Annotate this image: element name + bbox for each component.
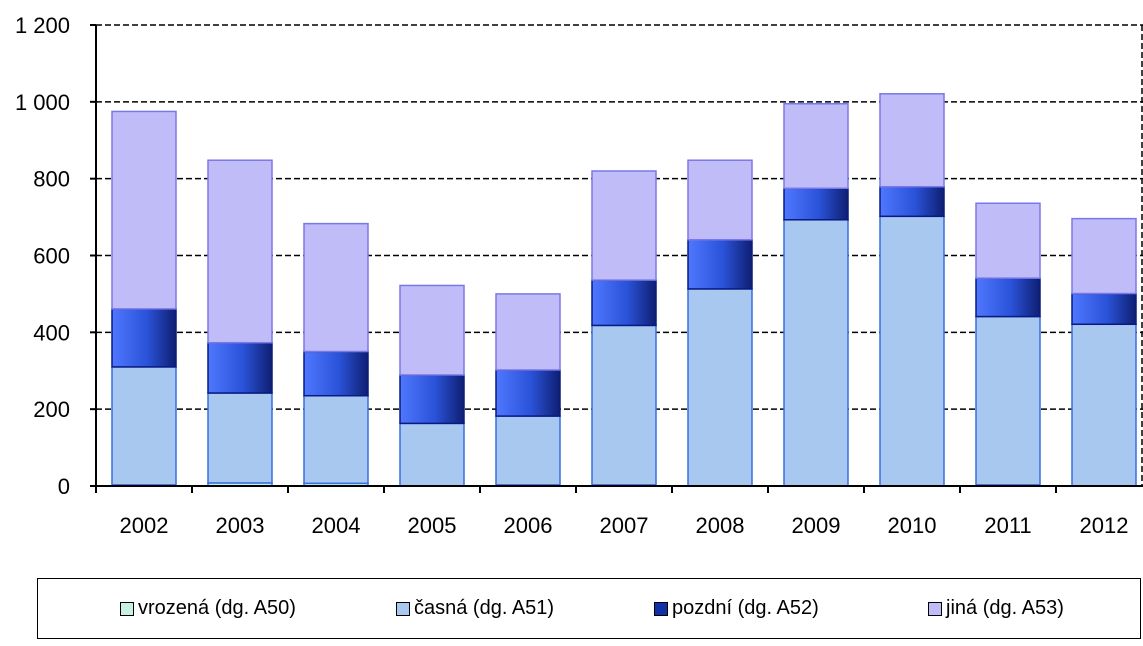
bar-segment-late [975, 277, 1041, 318]
legend-swatch-late [654, 601, 668, 616]
bar-segment-other [303, 222, 369, 353]
bar-segment-early [303, 394, 369, 485]
bar-segment-late [687, 238, 753, 290]
bar-segment-early [399, 422, 465, 487]
x-tick-label: 2005 [408, 513, 457, 538]
x-tick-label: 2003 [216, 513, 265, 538]
bar-segment-late [399, 374, 465, 425]
legend-label-late: pozdní (dg. A52) [672, 597, 819, 619]
y-tick-label: 200 [33, 397, 70, 422]
legend-item-early: časná (dg. A51) [396, 597, 554, 620]
bar-segment-early [975, 315, 1041, 486]
y-tick-label: 400 [33, 320, 70, 345]
legend-label-early: časná (dg. A51) [414, 597, 555, 619]
legend-item-other: jiná (dg. A53) [928, 597, 1064, 620]
y-tick-label: 600 [33, 244, 70, 269]
bar-segment-other [687, 159, 753, 241]
legend-swatch-congenital [120, 601, 134, 616]
x-tick-label: 2012 [1080, 513, 1129, 538]
y-tick-label: 1 000 [15, 90, 70, 115]
bar-segment-late [591, 279, 657, 327]
bar-segment-other [879, 93, 945, 188]
x-tick-label: 2007 [600, 513, 649, 538]
x-tick-label: 2010 [888, 513, 937, 538]
x-tick-label: 2002 [120, 513, 169, 538]
bar-segment-early [687, 288, 753, 487]
bar-segment-early [1071, 323, 1137, 487]
bar-segment-late [111, 308, 177, 368]
bar-segment-other [975, 202, 1041, 279]
bar-segment-early [111, 366, 177, 486]
legend-label-other: jiná (dg. A53) [946, 597, 1064, 619]
legend-item-congenital: vrozená (dg. A50) [120, 597, 296, 620]
bar-segment-early [591, 324, 657, 486]
bar-segment-other [207, 159, 273, 344]
legend-label-congenital: vrozená (dg. A50) [138, 597, 296, 619]
bar-segment-late [879, 185, 945, 218]
bar-segment-other [591, 170, 657, 281]
bar-segment-early [207, 392, 273, 484]
x-tick-label: 2011 [984, 513, 1031, 538]
bar-segment-late [303, 350, 369, 397]
legend-item-late: pozdní (dg. A52) [654, 597, 819, 620]
y-tick-label: 800 [33, 167, 70, 192]
y-tick-label: 0 [58, 474, 70, 499]
y-tick-label: 1 200 [15, 13, 70, 38]
bar-segment-late [495, 369, 561, 417]
legend: vrozená (dg. A50) časná (dg. A51) pozdní… [37, 578, 1141, 639]
bar-segment-other [783, 103, 849, 190]
x-tick-label: 2006 [504, 513, 553, 538]
bar-segment-other [399, 284, 465, 376]
bar-segment-other [1071, 217, 1137, 295]
x-tick-label: 2004 [312, 513, 361, 538]
bar-segment-late [1071, 292, 1137, 326]
bar-segment-late [207, 341, 273, 394]
bar-segment-early [495, 415, 561, 486]
bar-segment-early [783, 219, 849, 487]
bar-segment-other [111, 110, 177, 310]
legend-swatch-early [396, 601, 410, 616]
x-tick-label: 2008 [696, 513, 745, 538]
x-tick-label: 2009 [792, 513, 841, 538]
bar-segment-other [495, 293, 561, 371]
bar-segment-early [879, 215, 945, 487]
bar-segment-late [783, 187, 849, 221]
legend-swatch-other [928, 601, 942, 616]
